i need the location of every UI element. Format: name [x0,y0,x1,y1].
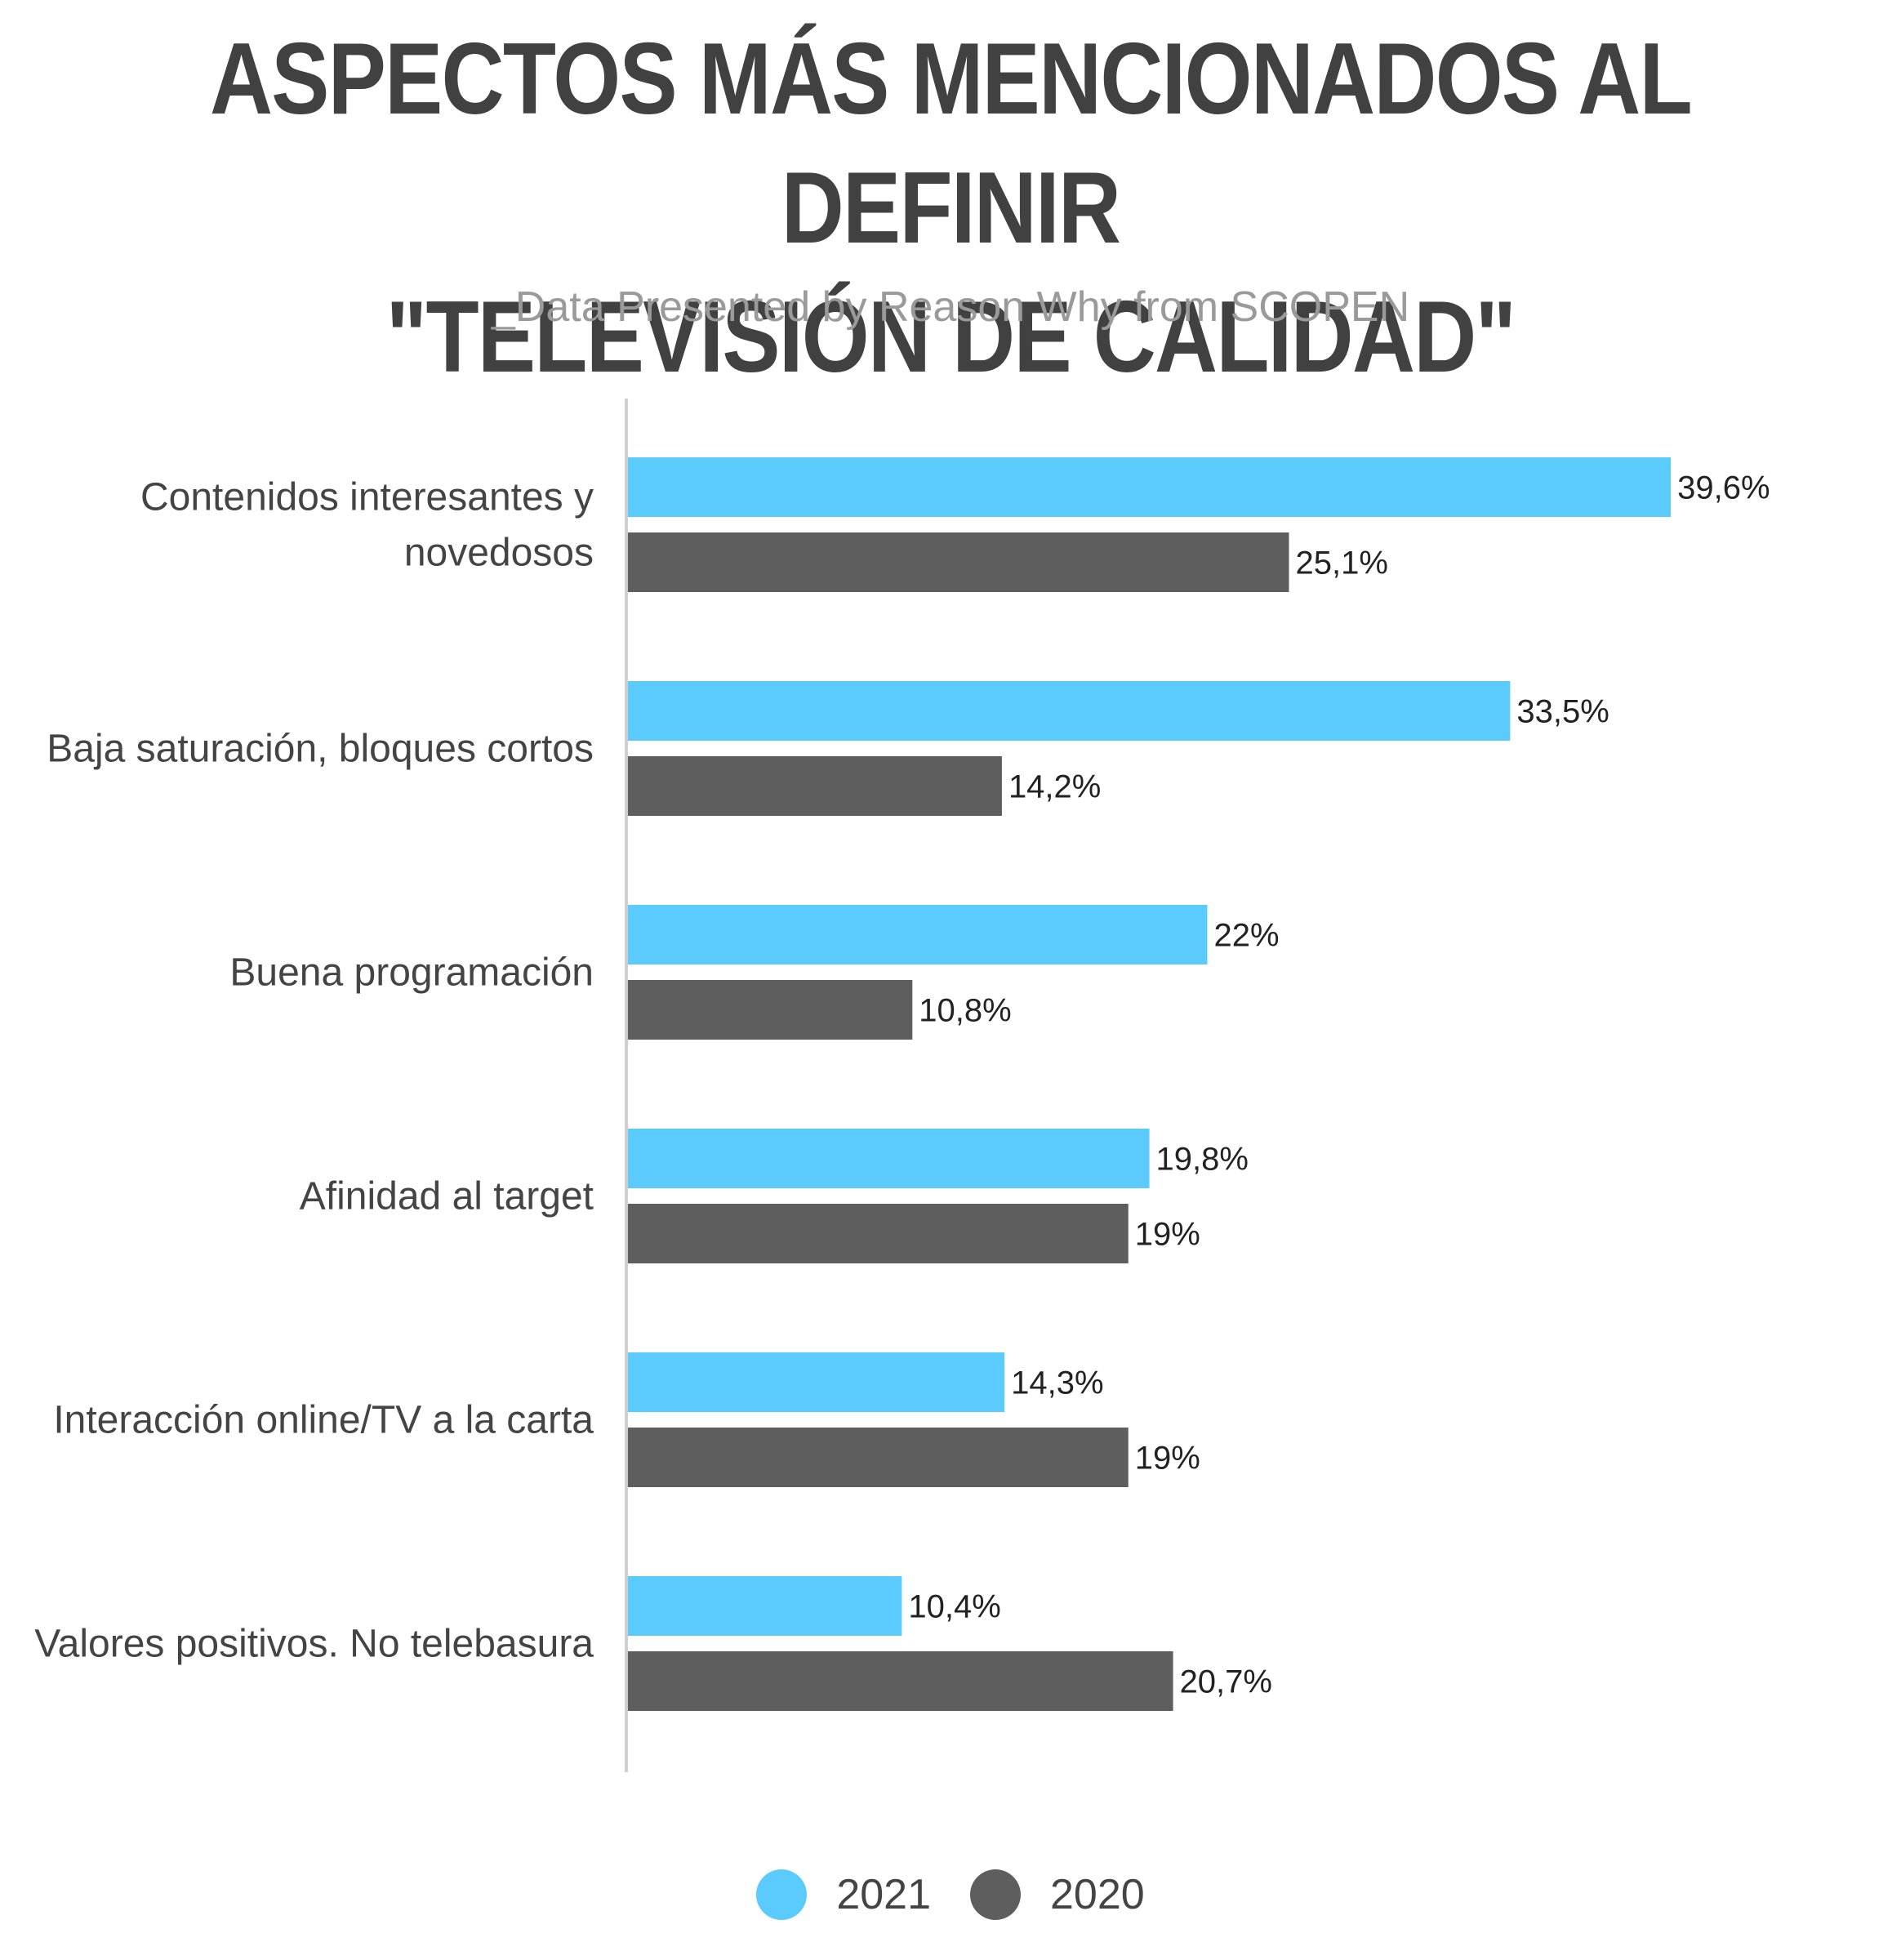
category-label-line: Buena programación [229,951,594,995]
data-label-2020: 25,1% [1295,546,1387,581]
category-label: Contenidos interesantes y novedosos [140,476,594,575]
data-label-2021: 14,3% [1011,1365,1103,1401]
bar-2020 [628,532,1289,592]
bar-2021 [628,1129,1150,1188]
data-label-2020: 19% [1135,1217,1200,1253]
category-label-line: Afinidad al target [300,1175,594,1218]
bar-2020 [628,756,1002,816]
category-label-line: novedosos [404,532,594,575]
chart-title-line-2: "TELEVISIÓN DE CALIDAD" [385,281,1517,394]
legend-swatch-2020 [970,1869,1021,1920]
data-label-2021: 33,5% [1516,694,1609,730]
category-label-line: Valores positivos. No telebasura [34,1623,594,1666]
data-label-2021: 22% [1214,918,1280,954]
data-label-2020: 10,8% [919,993,1011,1029]
bar-2020 [628,1651,1173,1711]
bar-2020 [628,1204,1129,1263]
legend-swatch-2021 [756,1869,808,1920]
category-label: Interacción online/TV a la carta [53,1399,594,1442]
category-label-line: Interacción online/TV a la carta [53,1399,594,1442]
chart-legend: 2021 2020 [0,1862,1901,1927]
category-label: Afinidad al target [300,1175,594,1218]
bar-2021 [628,1352,1005,1412]
category-label: Baja saturación, bloques cortos [47,728,594,771]
legend-item-2020: 2020 [970,1869,1145,1920]
data-label-2020: 14,2% [1008,769,1101,805]
chart-title: ASPECTOS MÁS MENCIONADOS AL DEFINIR "TEL… [133,15,1768,402]
legend-label-2020: 2020 [1050,1871,1145,1918]
data-label-2021: 10,4% [908,1589,1000,1625]
bar-2021 [628,1576,902,1636]
data-label-2020: 20,7% [1180,1664,1272,1700]
data-label-2021: 19,8% [1156,1142,1249,1178]
bar-2021 [628,457,1672,517]
bar-2021 [628,681,1511,741]
legend-item-2021: 2021 [756,1869,931,1920]
chart-subtitle: _Data Presented by Reason Why from SCOPE… [491,283,1410,331]
chart-title-line-1: ASPECTOS MÁS MENCIONADOS AL DEFINIR [210,23,1693,265]
legend-label-2021: 2021 [836,1871,931,1918]
bar-2020 [628,1428,1129,1487]
data-label-2020: 19% [1135,1441,1200,1477]
category-label: Buena programación [229,951,594,995]
category-label-line: Baja saturación, bloques cortos [47,728,594,771]
category-label-line: Contenidos interesantes y [140,476,594,519]
data-label-2021: 39,6% [1677,470,1770,506]
bar-2021 [628,905,1208,964]
bar-2020 [628,980,913,1040]
category-label: Valores positivos. No telebasura [34,1623,594,1666]
